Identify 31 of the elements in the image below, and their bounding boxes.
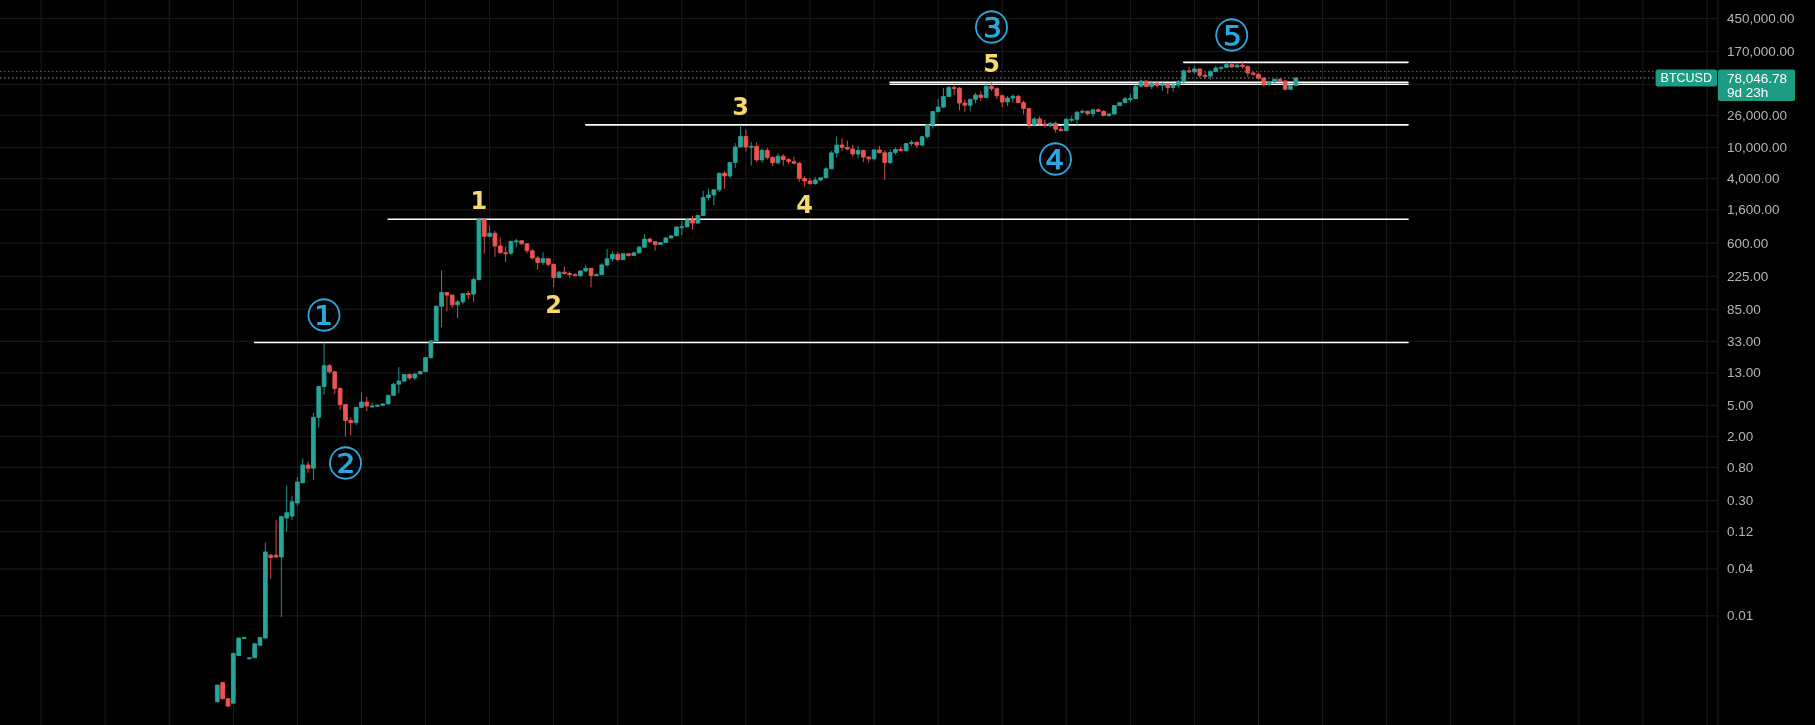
y-tick-label: 225.00: [1727, 268, 1769, 284]
y-tick-label: 450,000.00: [1727, 11, 1795, 27]
annotation: 3: [732, 92, 749, 121]
y-tick-label: 170,000.00: [1727, 44, 1795, 60]
annotation: 4: [796, 190, 813, 219]
annotation: ②: [325, 438, 366, 489]
y-tick-label: 0.30: [1727, 493, 1754, 509]
y-tick-label: 0.80: [1727, 459, 1754, 475]
annotation: 5: [983, 50, 1000, 79]
y-tick-label: 0.12: [1727, 524, 1754, 540]
annotation: ④: [1035, 134, 1076, 186]
annotation: ③: [971, 1, 1012, 53]
y-tick-label: 0.01: [1727, 608, 1754, 624]
y-tick-label: 0.04: [1727, 561, 1754, 577]
y-tick-label: 33.00: [1727, 333, 1761, 349]
annotation: 1: [470, 187, 488, 216]
y-tick-label: 10,000.00: [1727, 140, 1788, 156]
y-tick-label: 600.00: [1727, 235, 1769, 251]
annotation: ①: [304, 289, 344, 341]
y-tick-label: 5.00: [1727, 397, 1754, 413]
y-tick-label: 2.00: [1727, 428, 1754, 444]
ref-line-label: BTCUSD: [1660, 71, 1713, 86]
text: 78,046.78: [1727, 70, 1788, 86]
y-tick-label: 4,000.00: [1727, 171, 1780, 187]
y-tick-label: 13.00: [1727, 365, 1761, 381]
annotation: 2: [545, 291, 563, 320]
y-tick-label: 26,000.00: [1727, 107, 1788, 123]
annotation: ⑤: [1212, 9, 1252, 61]
text: 9d 23h: [1727, 85, 1769, 101]
y-tick-label: 1,600.00: [1727, 202, 1780, 218]
y-tick-label: 85.00: [1727, 301, 1761, 317]
